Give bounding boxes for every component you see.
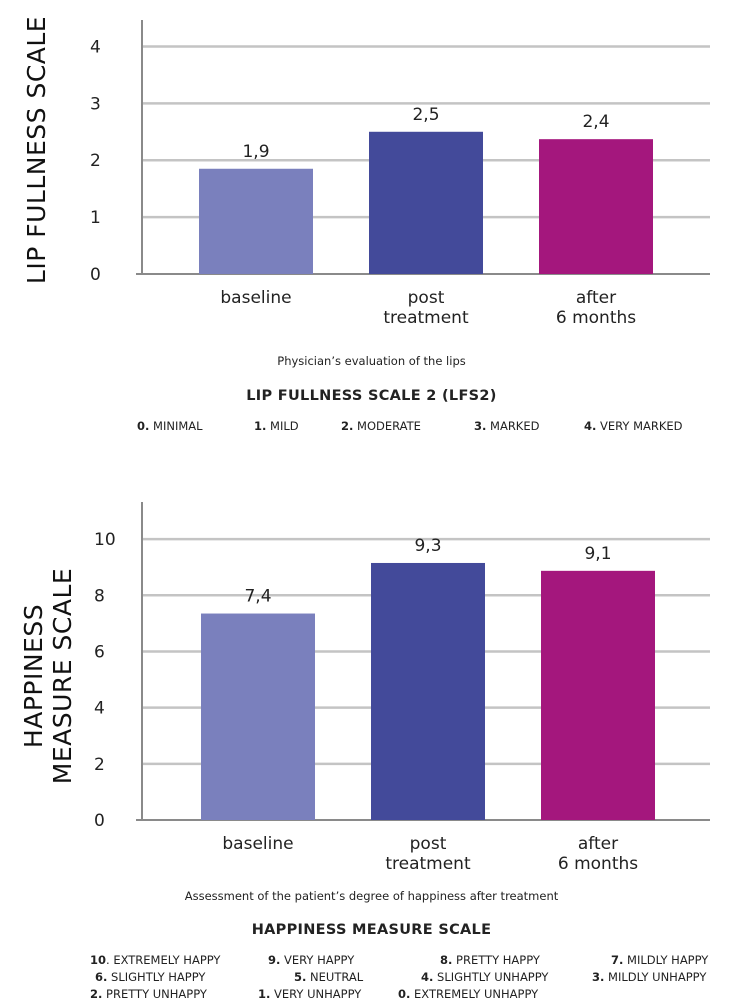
happiness-scale-item: 0. EXTREMELY UNHAPPY <box>398 987 539 1001</box>
category-label-line: baseline <box>222 834 293 854</box>
category-label: baseline <box>220 288 291 308</box>
data-label: 2,5 <box>412 105 439 125</box>
happiness-scale-item: 8. PRETTY HAPPY <box>440 953 540 967</box>
lip-scale-item: 3. MARKED <box>474 419 540 433</box>
bar <box>541 570 655 820</box>
happiness-scale-item: 6. SLIGHTLY HAPPY <box>95 970 206 984</box>
y-axis-title: HAPPINESSMEASURE SCALE <box>19 568 77 784</box>
lip-scale-item: 1. MILD <box>254 419 299 433</box>
y-axis-title-line: HAPPINESS <box>19 604 48 748</box>
category-label-line: post <box>408 288 445 308</box>
happiness-scale-item: 3. MILDLY UNHAPPY <box>592 970 707 984</box>
bar <box>201 613 315 820</box>
happiness-scale-title: HAPPINESS MEASURE SCALE <box>251 922 492 938</box>
happiness-chart-caption: Assessment of the patient’s degree of ha… <box>184 889 559 903</box>
y-axis-title-line: LIP FULLNESS SCALE <box>22 16 51 284</box>
y-axis-title: LIP FULLNESS SCALE <box>22 16 51 284</box>
happiness-scale-item: 7. MILDLY HAPPY <box>611 953 709 967</box>
category-label-line: 6 months <box>556 308 636 328</box>
lip-chart-caption: Physician’s evaluation of the lips <box>277 354 466 368</box>
category-label-line: treatment <box>383 308 469 328</box>
y-tick-label: 4 <box>90 37 101 57</box>
lip-scale-item: 4. VERY MARKED <box>584 419 683 433</box>
happiness-scale-item: 5. NEUTRAL <box>294 970 364 984</box>
category-label-line: treatment <box>385 854 471 874</box>
category-label: post treatment <box>385 834 471 874</box>
y-tick-label: 2 <box>90 151 101 171</box>
y-tick-label: 0 <box>90 265 101 285</box>
bar <box>371 562 485 820</box>
lip-scale-item: 0. MINIMAL <box>137 419 203 433</box>
category-label: baseline <box>222 834 293 854</box>
y-tick-label: 4 <box>94 699 105 719</box>
data-label: 7,4 <box>244 587 271 607</box>
lip-fullness-chart: 0 1 2 3 4 1,9 baseline 2,5 post treatment 2,4 after… <box>22 16 710 328</box>
data-label: 9,1 <box>584 544 611 564</box>
happiness-scale-item: 2. PRETTY UNHAPPY <box>90 987 207 1001</box>
data-label: 9,3 <box>414 536 441 556</box>
category-label: after 6 months <box>556 288 636 328</box>
category-label: post treatment <box>383 288 469 328</box>
happiness-scale-item: 9. VERY HAPPY <box>268 953 355 967</box>
lip-scale-title: LIP FULLNESS SCALE 2 (LFS2) <box>246 388 497 404</box>
y-tick-label: 10 <box>94 530 116 550</box>
y-tick-label: 6 <box>94 642 105 662</box>
y-tick-label: 1 <box>90 208 101 228</box>
happiness-scale-item: 4. SLIGHTLY UNHAPPY <box>421 970 549 984</box>
data-label: 2,4 <box>582 112 609 132</box>
bar <box>539 139 653 274</box>
category-label-line: post <box>410 834 447 854</box>
happiness-scale-item: 10. EXTREMELY HAPPY <box>90 953 221 967</box>
data-label: 1,9 <box>242 142 269 162</box>
y-axis-title-line: MEASURE SCALE <box>48 568 77 784</box>
happiness-scale-item: 1. VERY UNHAPPY <box>258 987 362 1001</box>
bar <box>369 131 483 274</box>
category-label-line: baseline <box>220 288 291 308</box>
bar <box>199 168 313 274</box>
category-label: after 6 months <box>558 834 638 874</box>
happiness-chart: 0 2 4 6 8 10 7,4 baseline 9,3 post treatment 9,1 aft… <box>19 502 710 874</box>
category-label-line: after <box>576 288 616 308</box>
y-tick-label: 3 <box>90 94 101 114</box>
category-label-line: after <box>578 834 618 854</box>
y-tick-label: 8 <box>94 586 105 606</box>
y-tick-label: 0 <box>94 811 105 831</box>
category-label-line: 6 months <box>558 854 638 874</box>
y-tick-label: 2 <box>94 755 105 775</box>
lip-scale-item: 2. MODERATE <box>341 419 421 433</box>
